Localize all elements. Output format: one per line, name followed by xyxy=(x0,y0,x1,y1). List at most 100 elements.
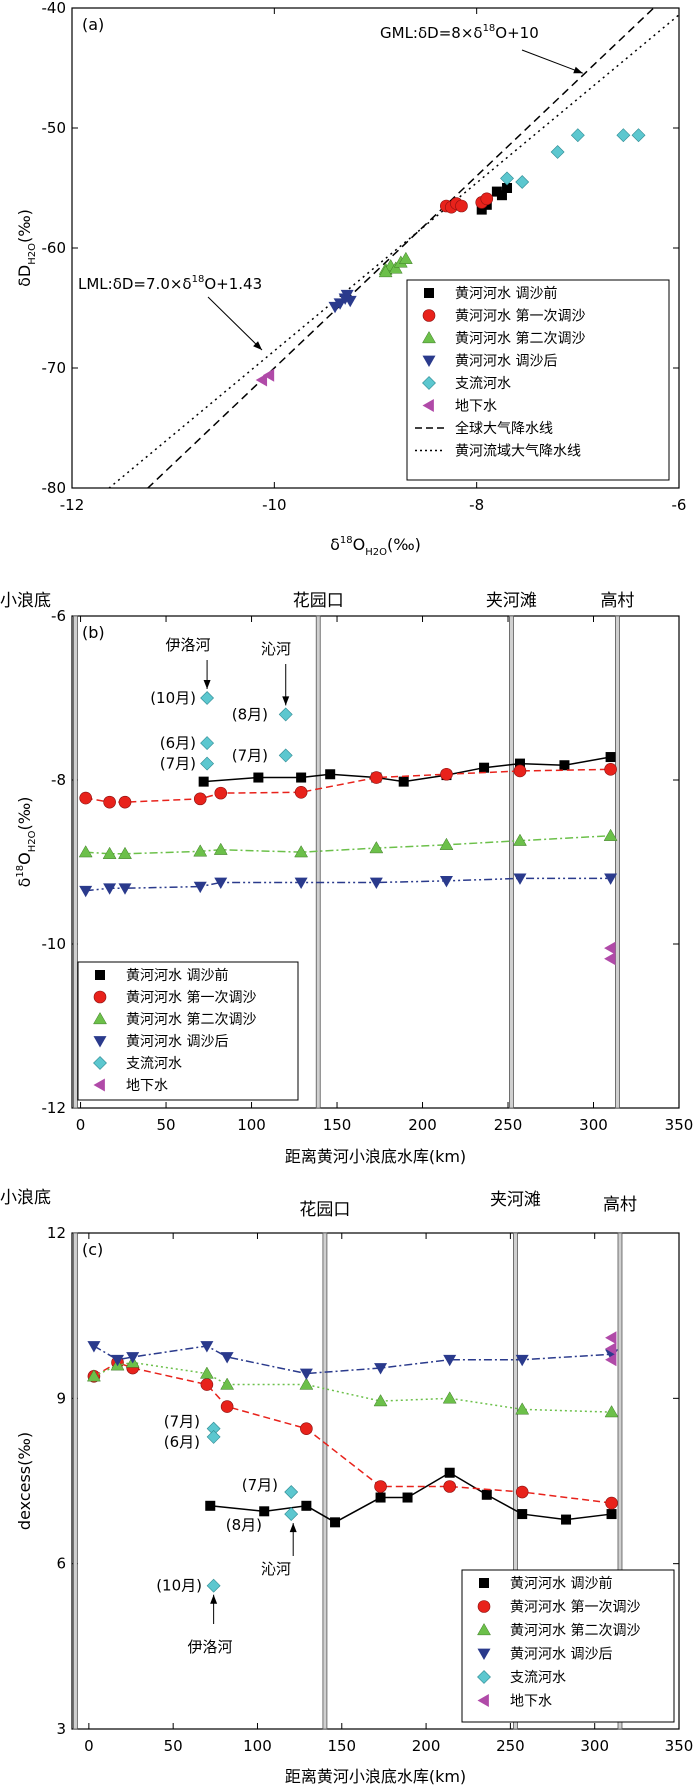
data-point xyxy=(481,1489,492,1500)
legend-marker xyxy=(424,288,434,298)
data-point xyxy=(118,795,132,809)
month-label: (10月) xyxy=(156,1577,202,1595)
x-axis-label: δ18OH2O(‰) xyxy=(330,535,421,558)
data-point xyxy=(605,752,616,763)
month-label: (8月) xyxy=(226,1516,262,1534)
panel-label: (b) xyxy=(82,623,105,642)
data-point xyxy=(102,846,117,859)
arrow-yiluo-head xyxy=(203,680,211,689)
y-axis-label-part: 18 xyxy=(15,865,26,878)
x-tick-label: 0 xyxy=(84,1737,94,1755)
legend-box xyxy=(406,279,670,481)
station-label: 夹河滩 xyxy=(486,591,537,611)
data-point xyxy=(330,1517,341,1528)
data-point xyxy=(513,833,527,846)
y-axis-label-main: δD xyxy=(15,265,34,287)
y-tick-label: 6 xyxy=(56,1555,66,1573)
station-line xyxy=(315,615,321,1109)
data-point xyxy=(443,1480,456,1493)
data-point xyxy=(443,1354,457,1367)
data-point xyxy=(296,772,307,783)
legend-marker xyxy=(422,309,436,322)
data-point xyxy=(103,883,117,895)
series xyxy=(604,941,616,966)
data-point xyxy=(278,748,293,763)
tributary-label-yiluo: 伊洛河 xyxy=(165,636,210,654)
data-point xyxy=(294,785,308,799)
x-tick-label: -8 xyxy=(469,496,484,514)
legend-item: 黄河河水 调沙后 xyxy=(93,1033,228,1050)
legend-item: 支流河水 xyxy=(422,376,511,392)
series xyxy=(78,828,618,859)
data-point xyxy=(200,1341,214,1353)
lml-eq-rest: O+1.43 xyxy=(204,275,262,293)
legend-label: 黄河河水 调沙前 xyxy=(510,1575,612,1592)
station-label: 小浪底 xyxy=(0,591,51,611)
data-point xyxy=(605,1342,617,1356)
x-axis-label: 距离黄河小浪底水库(km) xyxy=(285,1147,466,1166)
legend-label: 地下水 xyxy=(455,399,497,415)
data-point xyxy=(198,776,209,787)
y-tick-label: -8 xyxy=(51,771,66,789)
legend-label: 黄河河水 第一次调沙 xyxy=(455,308,585,325)
data-point xyxy=(604,952,616,966)
data-point xyxy=(476,204,487,215)
data-point xyxy=(262,368,275,382)
data-point xyxy=(605,1331,617,1345)
y-axis-label: δDH2O(‰) xyxy=(15,209,38,287)
data-point xyxy=(126,1352,140,1364)
data-point xyxy=(513,764,527,778)
data-point xyxy=(604,941,616,955)
series xyxy=(378,251,413,278)
y-axis-label-part: O xyxy=(15,852,34,865)
x-tick-label: -6 xyxy=(672,496,687,514)
series xyxy=(86,1355,619,1418)
y-tick-label: -70 xyxy=(42,359,67,377)
station-label: 高村 xyxy=(600,591,634,611)
data-point xyxy=(398,776,409,787)
data-point xyxy=(455,199,468,213)
y-tick-label: -6 xyxy=(51,607,66,625)
gml-eq-rest: O+10 xyxy=(495,24,538,42)
station-label: 花园口 xyxy=(299,1200,350,1220)
legend-marker xyxy=(422,376,436,390)
y-tick-label: 12 xyxy=(47,1224,66,1242)
legend-label: 黄河河水 调沙后 xyxy=(455,353,557,370)
legend-item: 黄河河水 调沙前 xyxy=(479,1575,612,1592)
x-tick-label: 150 xyxy=(327,1737,356,1755)
station-line xyxy=(615,615,620,1109)
data-point xyxy=(496,190,507,201)
x-tick-label: 100 xyxy=(243,1737,272,1755)
series xyxy=(79,873,618,898)
month-label: (8月) xyxy=(232,705,268,723)
data-point xyxy=(570,128,585,143)
data-point xyxy=(606,1509,617,1520)
data-point xyxy=(550,145,565,159)
legend-marker xyxy=(422,330,436,344)
lml-eq-sup: 18 xyxy=(192,274,205,285)
data-point xyxy=(294,845,309,858)
data-point xyxy=(199,1366,214,1379)
legend-item: 地下水 xyxy=(93,1078,168,1094)
data-point xyxy=(301,1500,312,1511)
data-point xyxy=(206,1578,221,1593)
series xyxy=(205,1467,617,1528)
legend-marker xyxy=(477,1648,491,1660)
legend-item: 黄河河水 调沙前 xyxy=(424,285,557,302)
x-tick-label: 100 xyxy=(237,1116,266,1134)
data-point xyxy=(374,1363,388,1375)
series xyxy=(328,289,357,314)
y-axis-label: dexcess(‰) xyxy=(15,1432,34,1530)
data-point xyxy=(343,295,357,308)
data-point xyxy=(480,192,494,206)
arrow-yiluo-head xyxy=(210,1594,218,1604)
series xyxy=(79,763,617,809)
tributary-label-qin: 沁河 xyxy=(261,1560,291,1578)
arrow-qin-head xyxy=(282,696,290,706)
data-point xyxy=(515,175,530,189)
data-point xyxy=(439,837,454,850)
y-tick-label: -80 xyxy=(42,479,67,497)
